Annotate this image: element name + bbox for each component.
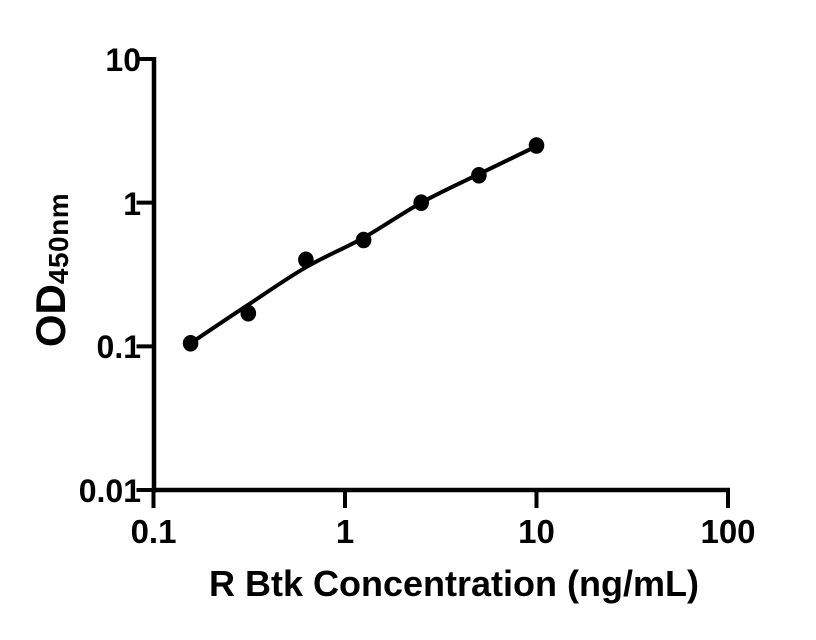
data-point-marker (471, 167, 487, 184)
x-tick-label: 1 (335, 513, 355, 550)
x-axis-title: R Btk Concentration (ng/mL) (209, 563, 699, 604)
y-axis-title-main: OD (27, 284, 74, 348)
y-tick-label: 10 (105, 41, 141, 78)
y-tick-label: 0.1 (96, 329, 141, 366)
y-axis-title: OD 450nm (27, 192, 74, 348)
data-point-marker (528, 137, 545, 154)
data-point-marker (413, 194, 430, 211)
data-point-marker (240, 304, 257, 322)
data-point-marker (182, 335, 199, 352)
x-tick-label: 0.1 (130, 513, 177, 550)
x-tick-label: 100 (700, 513, 756, 550)
y-tick-label: 1 (123, 185, 141, 222)
data-point-marker (298, 251, 314, 269)
data-point-marker (355, 231, 372, 249)
y-axis-title-subscript: 450nm (43, 192, 74, 285)
y-tick-label: 0.01 (78, 473, 141, 509)
x-tick-label: 10 (518, 513, 555, 550)
